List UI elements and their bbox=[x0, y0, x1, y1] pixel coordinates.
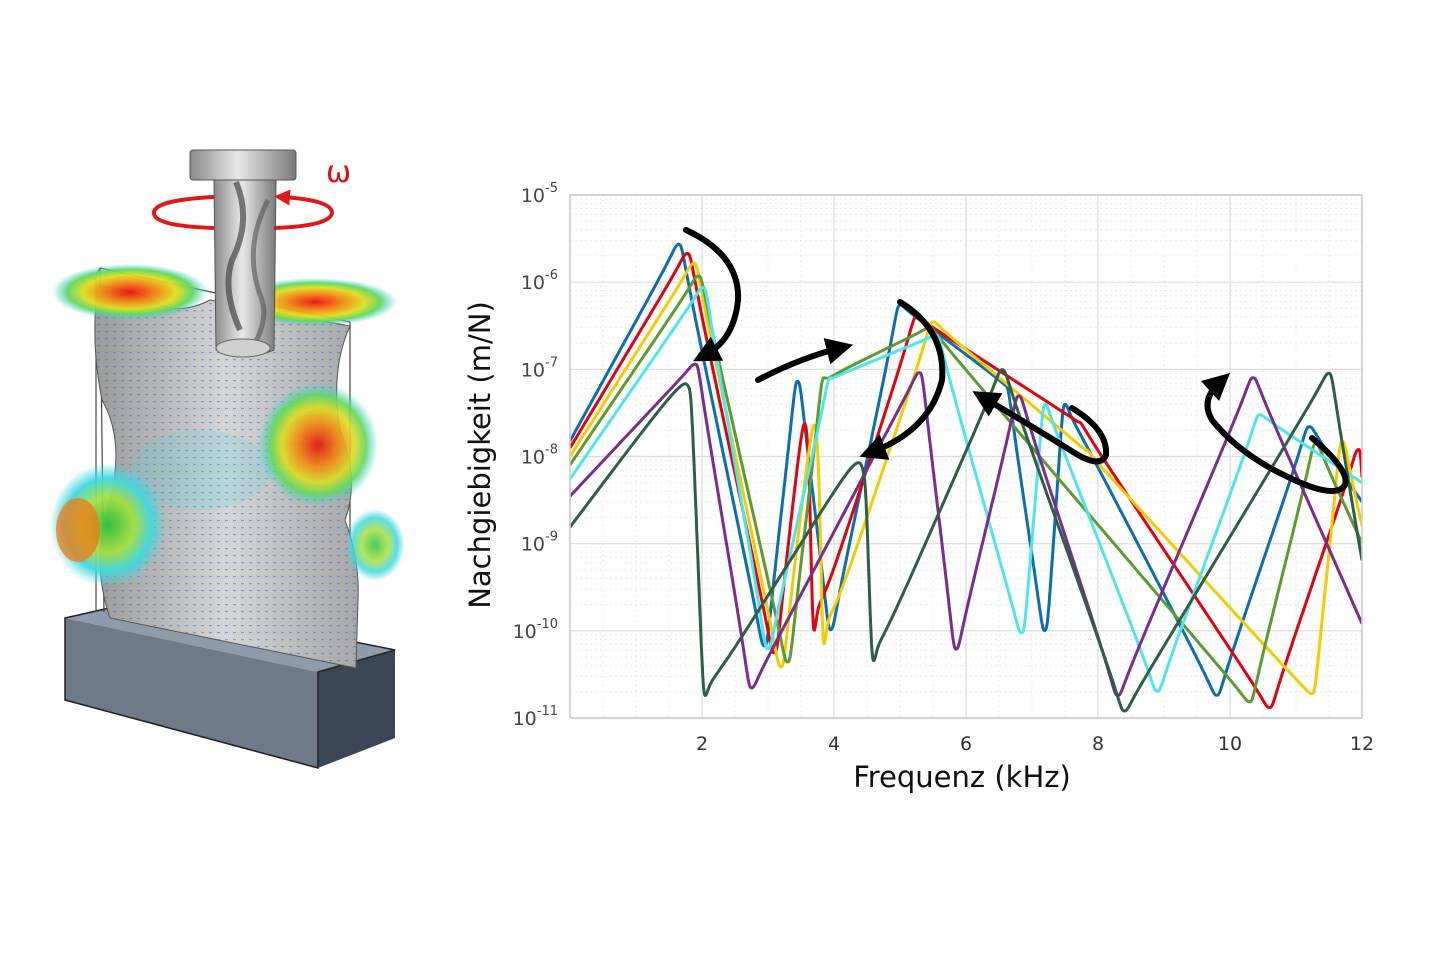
x-axis-label: Frequenz (kHz) bbox=[853, 760, 1071, 794]
shift-arrow-3 bbox=[859, 299, 946, 460]
series-line-6 bbox=[570, 362, 1362, 697]
y-tick-base: 10 bbox=[521, 185, 545, 207]
y-tick-label: 10-11 bbox=[513, 704, 558, 730]
milling-illustration: ω bbox=[50, 149, 405, 769]
shift-arrow-1 bbox=[683, 227, 742, 362]
y-tick-base: 10 bbox=[521, 272, 545, 294]
y-tick-exponent: -8 bbox=[545, 443, 558, 458]
y-tick-label: 10-5 bbox=[521, 181, 558, 207]
y-tick-exponent: -5 bbox=[545, 181, 558, 196]
frf-chart: 2 4 6 8 10 12 10-510-610-710-810-910-1010-11 … bbox=[463, 181, 1374, 794]
series-line-7 bbox=[570, 368, 1362, 713]
y-tick-base: 10 bbox=[521, 534, 545, 556]
y-tick-base: 10 bbox=[513, 708, 537, 730]
series-line-3 bbox=[570, 261, 1362, 696]
omega-label: ω bbox=[326, 155, 351, 190]
y-tick-label: 10-7 bbox=[521, 355, 558, 381]
x-tick-label: 12 bbox=[1350, 733, 1374, 755]
y-tick-exponent: -10 bbox=[537, 617, 558, 632]
y-tick-label: 10-8 bbox=[521, 443, 558, 469]
x-tick-label: 8 bbox=[1092, 733, 1104, 755]
y-tick-exponent: -11 bbox=[537, 704, 558, 719]
x-tick-label: 6 bbox=[960, 733, 972, 755]
y-tick-base: 10 bbox=[521, 359, 545, 381]
series-line-4 bbox=[570, 274, 1362, 704]
milling-tool bbox=[189, 149, 297, 358]
shift-arrow-2 bbox=[755, 338, 854, 383]
series-layer bbox=[570, 242, 1362, 713]
x-tick-label: 2 bbox=[696, 733, 708, 755]
shift-arrow-5 bbox=[1200, 372, 1349, 495]
shift-arrow-4 bbox=[972, 391, 1110, 465]
x-tick-label: 4 bbox=[828, 733, 840, 755]
x-tick-labels: 2 4 6 8 10 12 bbox=[696, 733, 1374, 755]
y-tick-base: 10 bbox=[513, 621, 537, 643]
y-tick-label: 10-10 bbox=[513, 617, 558, 643]
y-tick-exponent: -9 bbox=[545, 530, 558, 545]
series-line-5 bbox=[570, 286, 1362, 693]
y-tick-label: 10-6 bbox=[521, 268, 558, 294]
y-tick-base: 10 bbox=[521, 447, 545, 469]
y-tick-exponent: -6 bbox=[545, 268, 558, 283]
rotation-arrow-icon bbox=[152, 197, 335, 230]
y-tick-label: 10-9 bbox=[521, 530, 558, 556]
y-axis-label: Nachgiebigkeit (m/N) bbox=[463, 301, 497, 609]
shift-arrows bbox=[683, 227, 1349, 495]
x-tick-label: 10 bbox=[1218, 733, 1242, 755]
y-tick-exponent: -7 bbox=[545, 355, 558, 370]
